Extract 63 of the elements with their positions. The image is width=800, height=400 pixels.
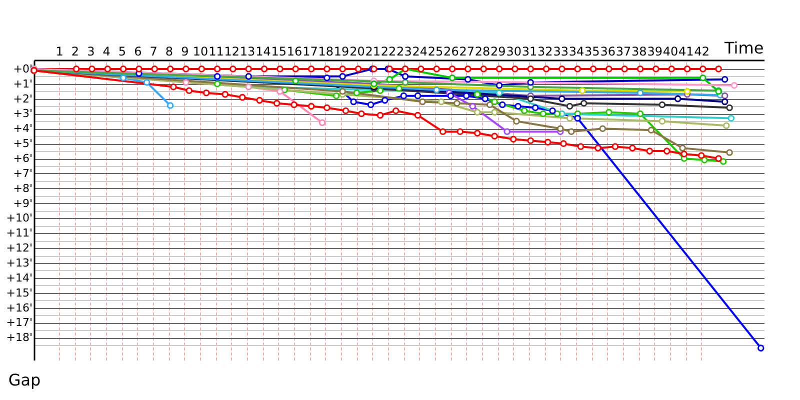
x-tick-label: 30	[506, 44, 522, 58]
y-tick-label: +15'	[6, 286, 32, 300]
x-tick-label: 35	[584, 44, 600, 58]
y-tick-label: +6'	[13, 152, 32, 166]
x-tick-label: 4	[102, 44, 110, 58]
x-tick-label: 14	[256, 44, 271, 58]
y-tick-label: +10'	[6, 212, 32, 225]
x-tick-label: 19	[334, 44, 350, 58]
x-tick-label: 38	[632, 44, 647, 58]
x-tick-label: 41	[678, 44, 694, 58]
x-tick-label: 23	[396, 44, 412, 58]
x-tick-label: 42	[694, 44, 710, 58]
x-axis-title: Time	[724, 38, 764, 58]
x-tick-label: 8	[165, 44, 174, 58]
y-tick-label: +9'	[13, 196, 32, 210]
y-tick-label: +1'	[13, 77, 32, 90]
y-tick-label: +5'	[13, 137, 32, 150]
x-tick-label: 28	[474, 44, 490, 58]
y-tick-label: +18'	[6, 331, 32, 344]
x-tick-label: 1	[56, 44, 64, 58]
x-tick-label: 34	[568, 44, 584, 58]
x-tick-label: 29	[490, 44, 506, 58]
x-tick-label: 20	[350, 44, 365, 58]
x-tick-label: 12	[224, 44, 240, 58]
x-tick-label: 7	[150, 44, 158, 58]
y-tick-label: +3'	[13, 107, 32, 120]
x-tick-label: 22	[380, 44, 396, 58]
x-tick-label: 36	[600, 44, 616, 58]
y-tick-label: +12'	[6, 242, 32, 255]
x-tick-label: 15	[271, 44, 287, 58]
x-tick-label: 31	[522, 44, 538, 58]
x-tick-label: 9	[181, 44, 189, 58]
y-tick-label: +17'	[6, 316, 32, 330]
x-tick-label: 27	[459, 44, 474, 58]
x-tick-label: 25	[428, 44, 444, 58]
y-axis-title: Gap	[8, 370, 41, 390]
y-tick-label: +2'	[13, 92, 32, 106]
x-tick-label: 17	[302, 44, 318, 58]
y-tick-label: +14'	[6, 271, 32, 284]
x-tick-label: 21	[365, 44, 381, 58]
x-tick-label: 18	[318, 44, 334, 58]
x-tick-label: 26	[444, 44, 459, 58]
x-tick-label: 5	[118, 44, 126, 58]
y-tick-label: +4'	[13, 122, 32, 136]
y-tick-label: +7'	[13, 166, 32, 180]
x-tick-label: 13	[240, 44, 256, 58]
x-tick-label: 24	[412, 44, 428, 58]
y-tick-label: +0'	[13, 62, 32, 76]
x-tick-label: 16	[286, 44, 302, 58]
x-tick-label: 11	[208, 44, 224, 58]
x-tick-label: 39	[647, 44, 662, 58]
y-tick-label: +11'	[6, 226, 32, 240]
y-tick-label: +8'	[13, 182, 32, 195]
y-tick-label: +16'	[6, 301, 32, 314]
x-tick-label: 6	[134, 44, 142, 58]
x-tick-label: 2	[71, 44, 80, 58]
x-tick-label: 10	[192, 44, 208, 58]
y-tick-label: +13'	[6, 256, 32, 270]
x-tick-label: 37	[616, 44, 632, 58]
x-tick-label: 33	[553, 44, 568, 58]
x-tick-label: 40	[662, 44, 678, 58]
x-tick-label: 3	[87, 44, 95, 58]
x-tick-label: 32	[538, 44, 553, 58]
